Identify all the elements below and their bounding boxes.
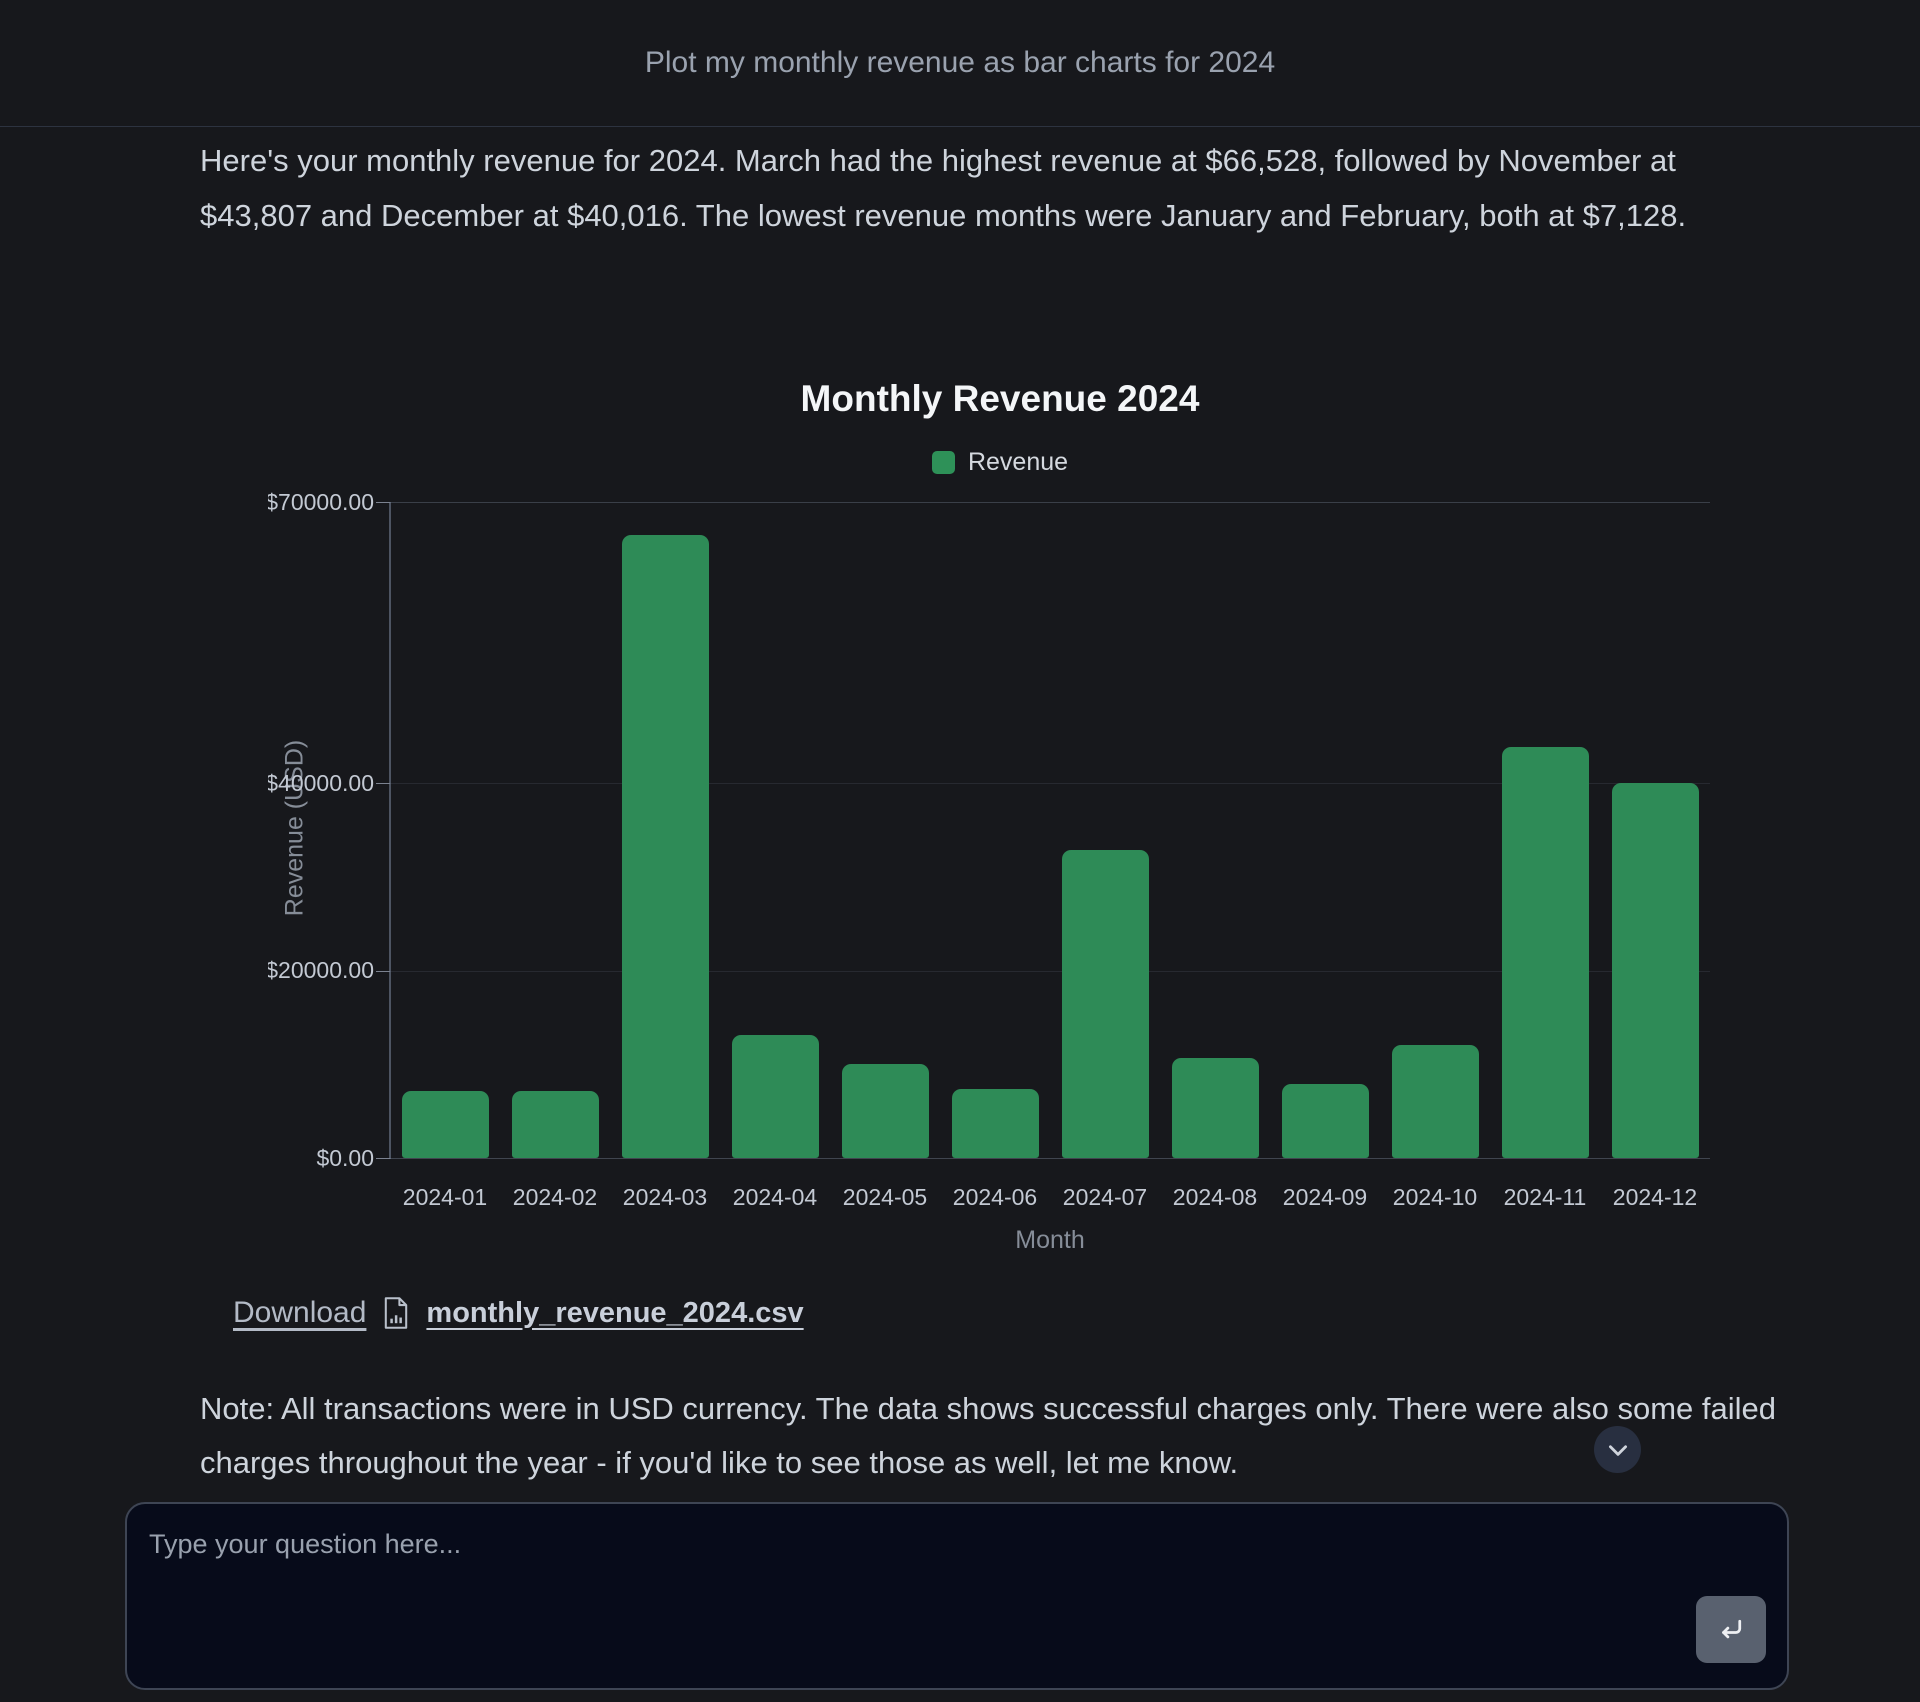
bar-2024-04[interactable]: [731, 1035, 819, 1158]
x-tick-label: 2024-01: [402, 1184, 488, 1210]
bar-2024-06[interactable]: [951, 1089, 1039, 1158]
x-tick-label: 2024-11: [1503, 1184, 1587, 1210]
x-tick-label: 2024-08: [1172, 1184, 1258, 1210]
user-prompt-bar: Plot my monthly revenue as bar charts fo…: [0, 0, 1920, 127]
x-tick-label: 2024-07: [1062, 1184, 1148, 1210]
assistant-note: Note: All transactions were in USD curre…: [200, 1391, 1776, 1480]
gridline: [390, 783, 1710, 785]
x-axis-title: Month: [1015, 1226, 1085, 1254]
chevron-down-icon: [1608, 1444, 1627, 1456]
question-input[interactable]: [127, 1504, 1787, 1688]
x-tick-label: 2024-05: [842, 1184, 928, 1210]
user-prompt-text: Plot my monthly revenue as bar charts fo…: [644, 46, 1276, 79]
bar-2024-08[interactable]: [1171, 1058, 1259, 1158]
y-tick-mark: [376, 783, 390, 785]
y-axis-title: Revenue (USD): [280, 739, 309, 917]
x-tick-label: 2024-06: [952, 1184, 1038, 1210]
x-tick-label: 2024-03: [622, 1184, 708, 1210]
bar-2024-12[interactable]: [1611, 783, 1699, 1158]
chart-legend-item[interactable]: Revenue: [200, 446, 1800, 478]
x-tick-label: 2024-02: [512, 1184, 598, 1210]
y-tick-label: $20000.00: [268, 957, 374, 984]
send-button[interactable]: [1696, 1596, 1766, 1663]
return-key-icon: [1722, 1619, 1742, 1638]
revenue-bar-chart: Monthly Revenue 2024 Revenue Revenue (US…: [200, 378, 1800, 1260]
x-axis-line: [390, 1158, 1710, 1159]
download-row: Download monthly_revenue_2024.csv: [233, 1293, 804, 1333]
download-link[interactable]: Download: [233, 1296, 367, 1329]
gridline: [390, 1158, 1710, 1159]
legend-label: Revenue: [967, 447, 1069, 476]
plot-area: $0.00 $20000.00 $40000.00 $70000.00 2024-01 2…: [268, 489, 1710, 1210]
bar-2024-09[interactable]: [1281, 1084, 1369, 1158]
bar-2024-05[interactable]: [841, 1064, 929, 1158]
y-tick-label: $70000.00: [268, 488, 374, 515]
y-axis-line: [389, 502, 391, 1159]
y-tick-mark: [376, 970, 390, 972]
legend-swatch-revenue: [931, 450, 955, 474]
chart-title: Monthly Revenue 2024: [800, 378, 1200, 419]
bar-2024-07[interactable]: [1061, 850, 1149, 1158]
x-tick-label: 2024-10: [1392, 1184, 1478, 1210]
y-tick-label: $0.00: [316, 1144, 374, 1171]
y-tick-mark: [376, 1158, 390, 1159]
y-tick-label: $40000.00: [268, 769, 374, 796]
scroll-to-bottom-button[interactable]: [1594, 1426, 1641, 1473]
y-tick-mark: [376, 502, 390, 503]
csv-file-icon: [385, 1297, 408, 1329]
message-composer: [125, 1502, 1789, 1690]
gridline: [390, 970, 1710, 972]
x-tick-label: 2024-09: [1282, 1184, 1368, 1210]
gridline: [390, 502, 1710, 503]
bar-2024-02[interactable]: [511, 1091, 599, 1158]
x-tick-label: 2024-04: [732, 1184, 818, 1210]
bar-2024-11[interactable]: [1501, 747, 1589, 1158]
bar-2024-01[interactable]: [401, 1091, 489, 1158]
bar-2024-03[interactable]: [621, 535, 709, 1158]
x-tick-label: 2024-12: [1612, 1184, 1698, 1210]
csv-filename-link[interactable]: monthly_revenue_2024.csv: [426, 1296, 804, 1329]
assistant-message: Here's your monthly revenue for 2024. Ma…: [200, 143, 1687, 233]
bar-2024-10[interactable]: [1391, 1045, 1479, 1158]
